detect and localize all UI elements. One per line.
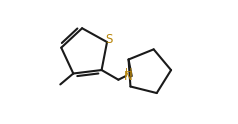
Text: N: N <box>124 70 133 83</box>
Text: S: S <box>105 32 113 46</box>
Text: H: H <box>125 68 132 78</box>
